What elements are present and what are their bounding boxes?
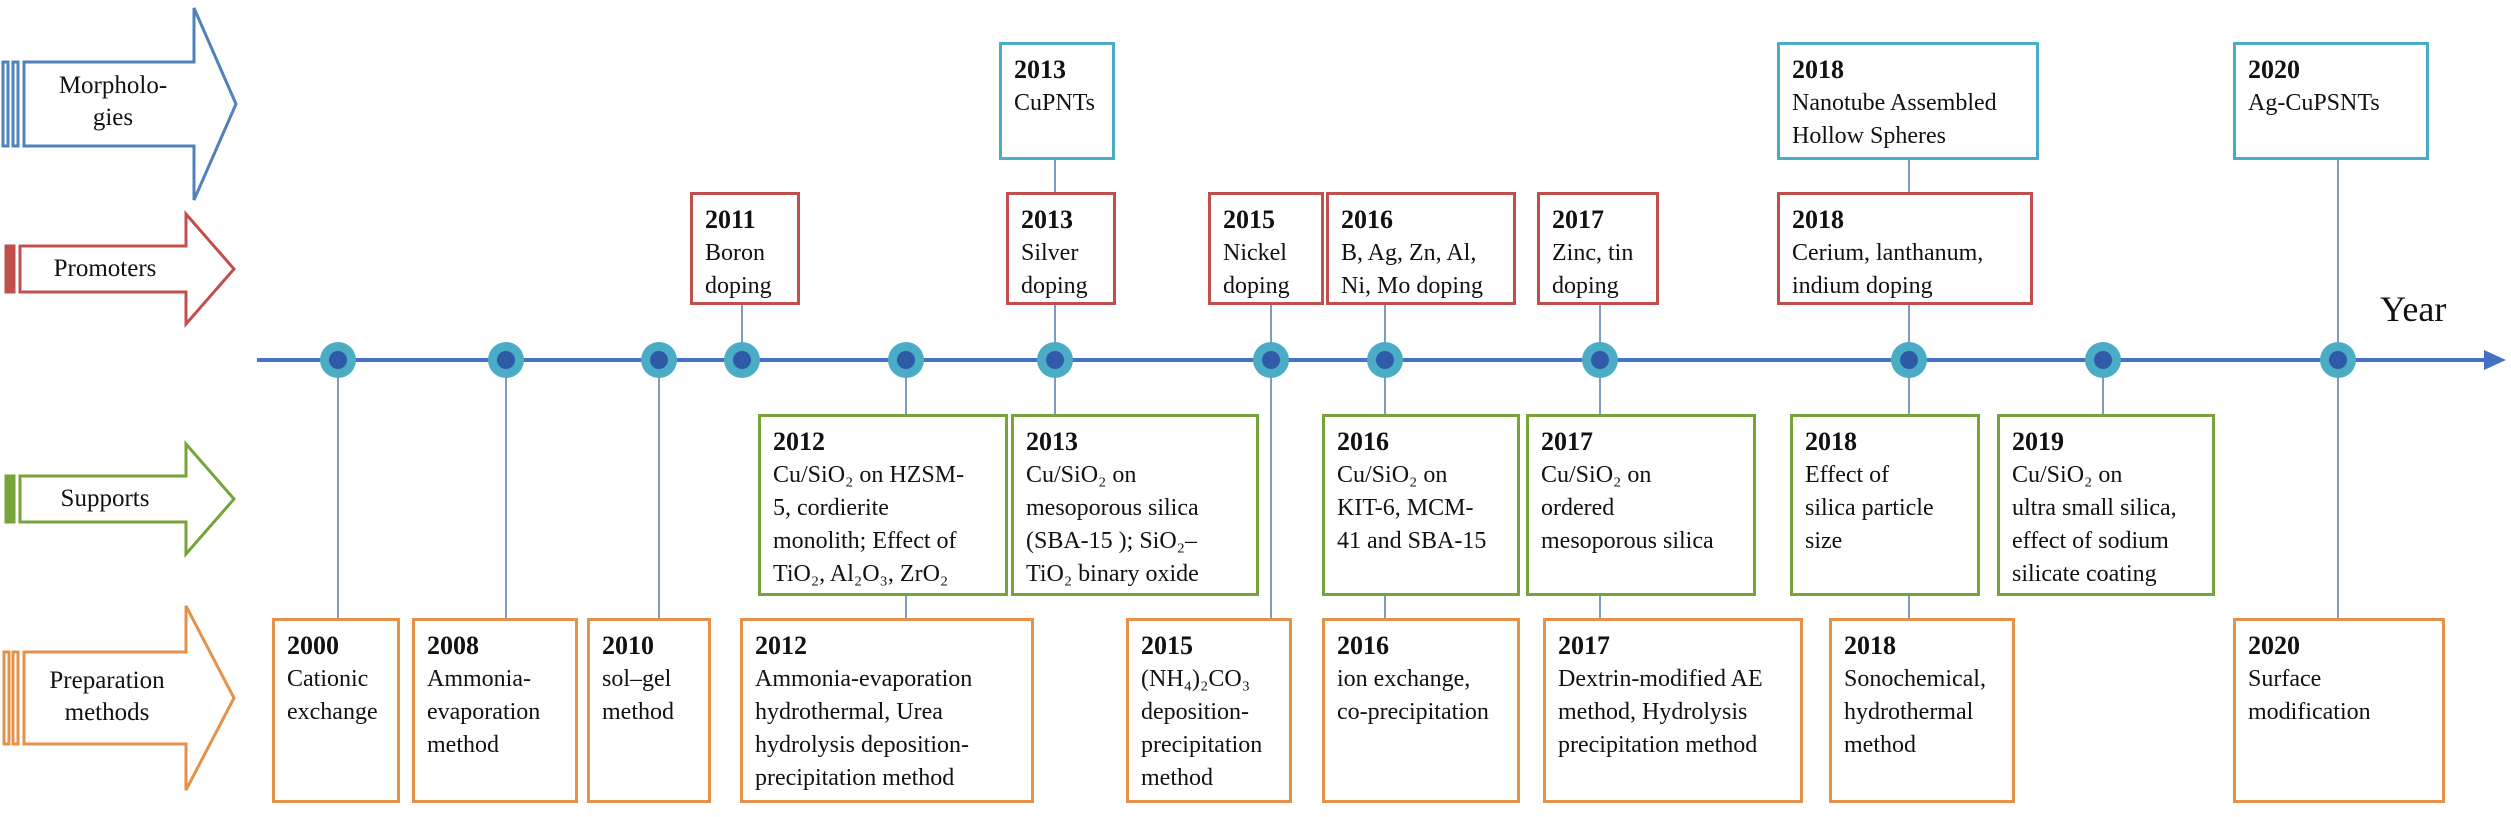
- connector-lines: [337, 160, 2339, 618]
- timeline-nodes: [320, 342, 2356, 378]
- morphology-box-2018: 2018 Nanotube Assembled Hollow Spheres: [1777, 42, 2039, 160]
- preparation-box-2020: 2020 Surface modification: [2233, 618, 2445, 803]
- node-2010: [641, 342, 677, 378]
- node-2018: [1891, 342, 1927, 378]
- support-box-2013: 2013 Cu/SiO₂ on mesoporous silica (SBA-15…: [1011, 414, 1259, 596]
- category-arrow-preparation: [2, 605, 236, 791]
- category-arrow-supports: [4, 440, 236, 558]
- node-2012: [888, 342, 924, 378]
- preparation-box-2016: 2016 ion exchange, co-precipitation: [1322, 618, 1520, 803]
- preparation-box-2015: 2015 (NH₄)₂CO₃ deposition- precipitation …: [1126, 618, 1292, 803]
- morphology-box-2020: 2020 Ag-CuPSNTs: [2233, 42, 2429, 160]
- preparation-box-2017: 2017 Dextrin-modified AE method, Hydrolys…: [1543, 618, 1803, 803]
- node-2013: [1037, 342, 1073, 378]
- preparation-box-2012: 2012 Ammonia-evaporation hydrothermal, Ur…: [740, 618, 1034, 803]
- preparation-box-2010: 2010 sol–gel method: [587, 618, 711, 803]
- support-box-2018: 2018 Effect of silica particle size: [1790, 414, 1980, 596]
- category-label-preparation: Preparation methods: [49, 667, 165, 726]
- preparation-box-2008: 2008 Ammonia- evaporation method: [412, 618, 578, 803]
- node-2020: [2320, 342, 2356, 378]
- node-2011: [724, 342, 760, 378]
- category-arrow-morphologies: [1, 7, 238, 201]
- promoter-box-2011: 2011 Boron doping: [690, 192, 800, 305]
- category-label-morphologies: Morpholo- gies: [58, 72, 168, 131]
- category-label-promoters: Promoters: [53, 255, 157, 282]
- node-2000: [320, 342, 356, 378]
- node-2015: [1253, 342, 1289, 378]
- preparation-box-2000: 2000 Cationic exchange: [272, 618, 400, 803]
- promoter-box-2017: 2017 Zinc, tin doping: [1537, 192, 1659, 305]
- morphology-box-2013: 2013 CuPNTs: [999, 42, 1115, 160]
- axis-label-year: Year: [2380, 289, 2447, 329]
- support-box-2012: 2012 Cu/SiO₂ on HZSM- 5, cordierite monol…: [758, 414, 1008, 596]
- promoter-box-2016: 2016 B, Ag, Zn, Al, Ni, Mo doping: [1326, 192, 1516, 305]
- support-box-2016: 2016 Cu/SiO₂ on KIT-6, MCM- 41 and SBA-15: [1322, 414, 1520, 596]
- support-box-2019: 2019 Cu/SiO₂ on ultra small silica, effec…: [1997, 414, 2215, 596]
- promoter-box-2018: 2018 Cerium, lanthanum, indium doping: [1777, 192, 2033, 305]
- node-2016: [1367, 342, 1403, 378]
- support-box-2017: 2017 Cu/SiO₂ on ordered mesoporous silica: [1526, 414, 1756, 596]
- timeline-arrowhead: [2484, 350, 2506, 370]
- category-arrow-promoters: [4, 210, 236, 328]
- preparation-box-2018: 2018 Sonochemical, hydrothermal method: [1829, 618, 2015, 803]
- node-2008: [488, 342, 524, 378]
- node-2019: [2085, 342, 2121, 378]
- promoter-box-2015: 2015 Nickel doping: [1208, 192, 1324, 305]
- promoter-box-2013: 2013 Silver doping: [1006, 192, 1116, 305]
- category-label-supports: Supports: [60, 485, 150, 512]
- node-2017: [1582, 342, 1618, 378]
